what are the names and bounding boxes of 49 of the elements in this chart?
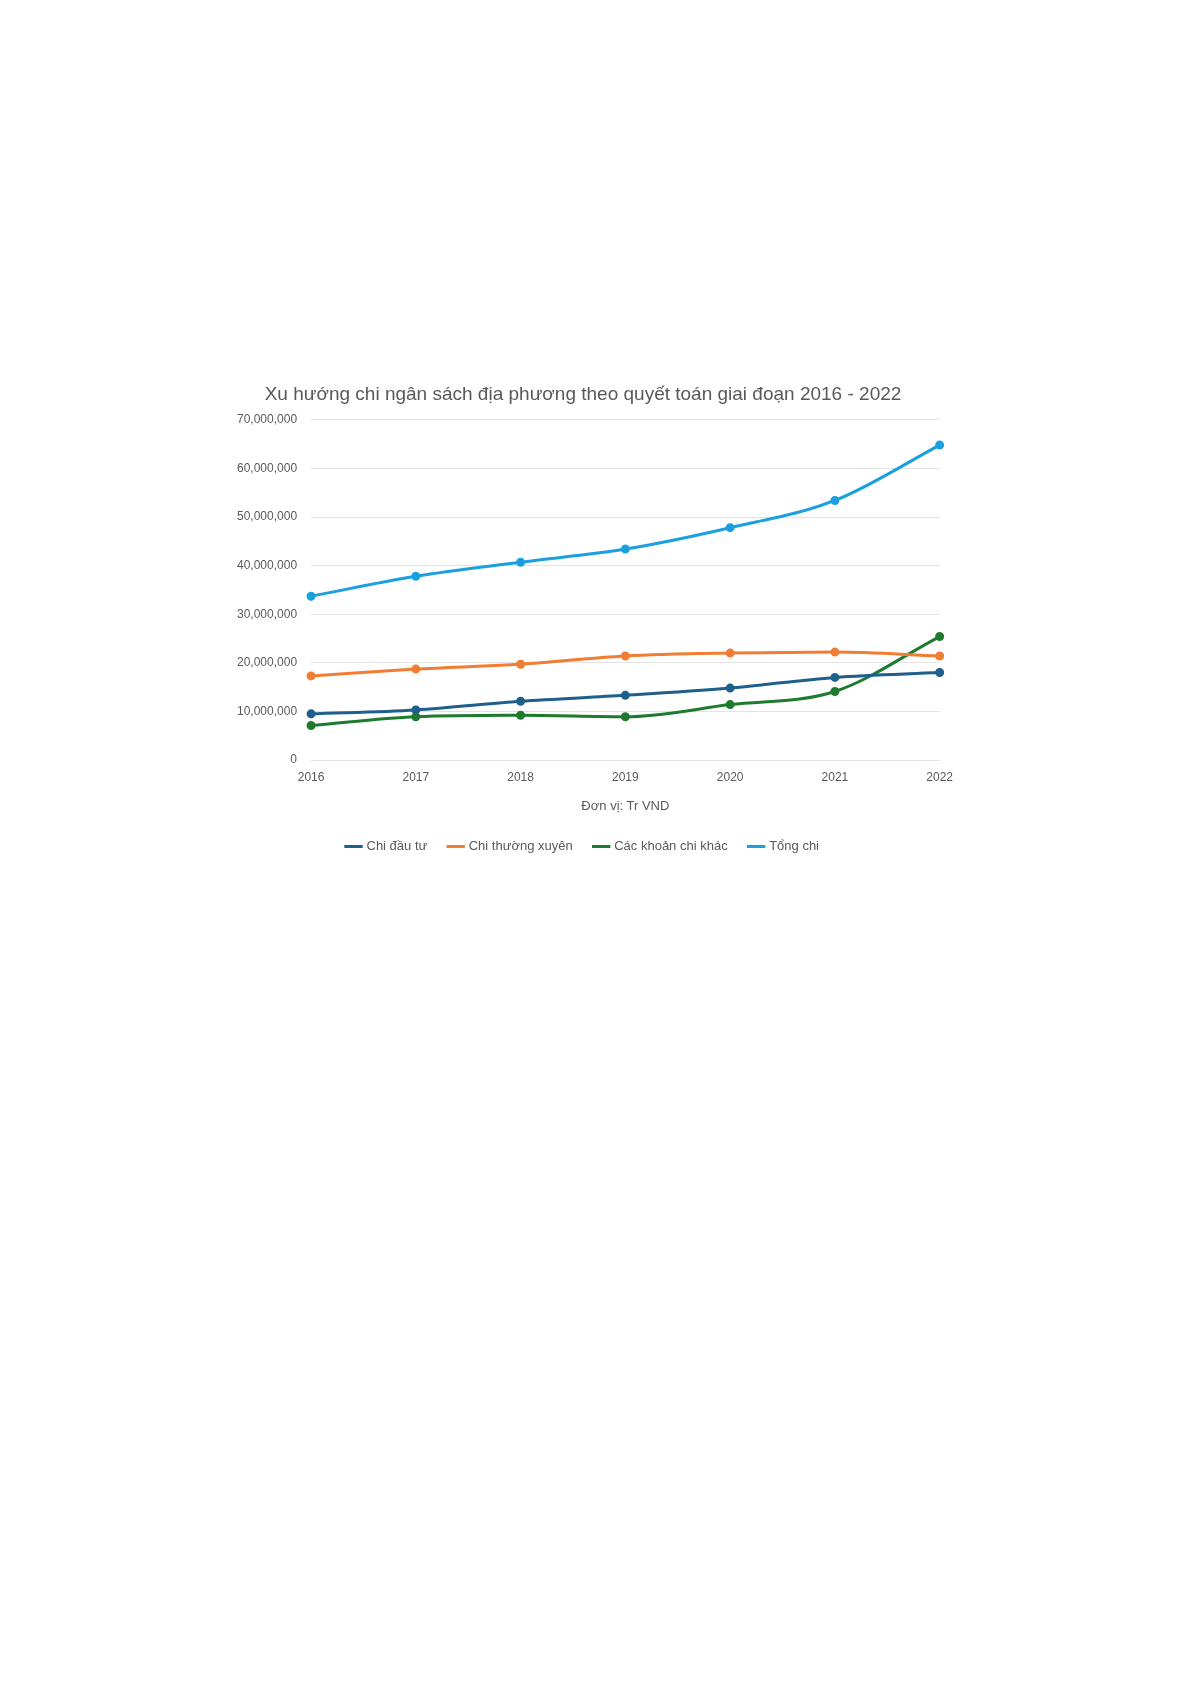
point [516,710,526,720]
point [411,705,421,715]
chart-title: Xu hướng chi ngân sách địa phương theo quyết toán giai đoạn 2016 - 2022 [264,382,902,404]
point [830,686,840,696]
point [516,659,526,669]
point [725,523,735,533]
y-tick-label: 10,000,000 [237,703,298,718]
legend-label: Chi thường xuyên [468,838,573,854]
point [935,651,945,661]
point [725,700,735,710]
x-tick-label: 2019 [612,769,640,784]
y-tick-label: 40,000,000 [237,557,298,572]
point [620,690,630,700]
point [620,651,630,661]
point [306,591,316,601]
point [516,557,526,567]
x-tick-label: 2018 [507,769,535,784]
x-tick-label: 2020 [716,769,744,784]
point [725,648,735,658]
x-tick-label: 2017 [402,769,430,784]
point [935,632,945,642]
point [306,709,316,719]
legend-label: Tổng chi [769,838,820,854]
point [935,668,945,678]
point [411,712,421,722]
y-tick-label: 20,000,000 [237,655,298,670]
y-tick-label: 70,000,000 [237,412,298,427]
legend-label: Chi đầu tư [366,838,428,854]
point [516,696,526,706]
point [620,544,630,554]
point [306,671,316,681]
point [935,440,945,450]
x-tick-label: 2016 [297,769,325,784]
y-tick-label: 30,000,000 [237,606,298,621]
x-axis-title: Đơn vị: Tr VND [581,797,670,813]
point [830,495,840,505]
x-tick-label: 2022 [926,769,954,784]
point [411,571,421,581]
y-tick-label: 50,000,000 [237,509,298,524]
point [830,672,840,682]
x-tick-label: 2021 [821,769,849,784]
point [306,720,316,730]
point [411,664,421,674]
point [830,647,840,657]
y-tick-label: 0 [290,752,298,767]
legend-label: Các khoản chi khác [614,838,729,854]
point [725,683,735,693]
point [620,712,630,722]
y-tick-label: 60,000,000 [237,460,298,475]
